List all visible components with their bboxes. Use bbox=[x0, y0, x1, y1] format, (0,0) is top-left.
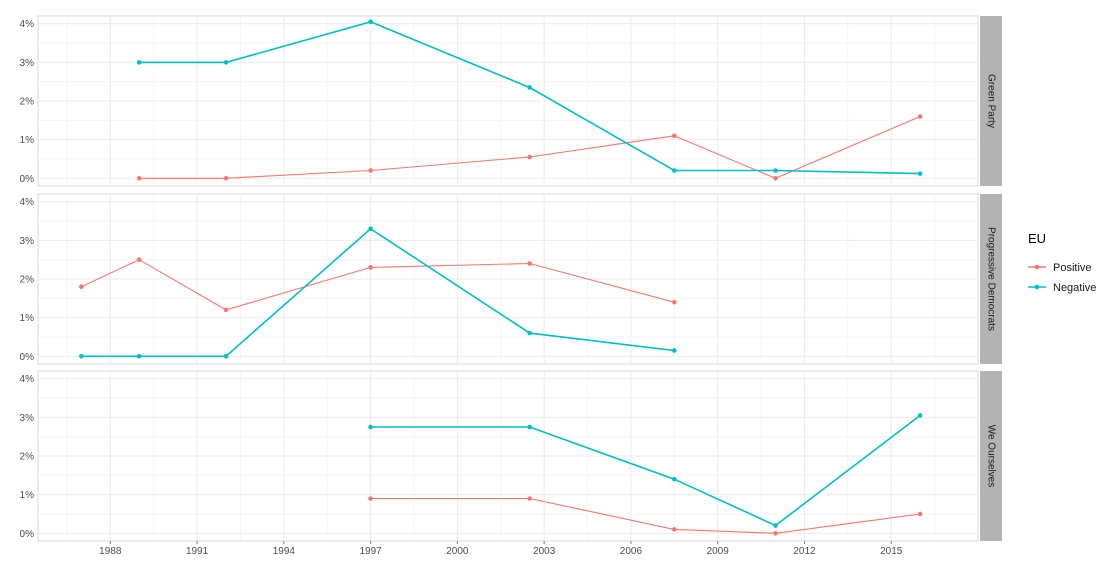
y-tick-label: 3% bbox=[20, 236, 35, 247]
y-tick-label: 2% bbox=[20, 452, 35, 463]
y-tick-label: 4% bbox=[20, 197, 35, 208]
data-point-positive bbox=[773, 175, 778, 181]
data-point-negative bbox=[79, 353, 84, 359]
x-tick-label: 2015 bbox=[880, 546, 903, 557]
data-point-positive bbox=[368, 168, 373, 173]
facet-strip bbox=[980, 194, 1002, 364]
data-point-positive bbox=[223, 175, 229, 181]
data-point-negative bbox=[527, 85, 532, 90]
y-tick-label: 3% bbox=[20, 58, 35, 69]
y-tick-label: 1% bbox=[20, 490, 35, 501]
data-point-positive bbox=[672, 299, 677, 305]
x-tick-label: 1994 bbox=[273, 546, 296, 557]
series-line-negative bbox=[81, 227, 675, 358]
x-tick-label: 2012 bbox=[793, 546, 816, 557]
legend-label-positive: Positive bbox=[1053, 262, 1092, 274]
data-point-negative bbox=[136, 60, 142, 65]
data-point-negative bbox=[773, 523, 778, 528]
facet-panel-2: 0% 1% 2% 3% 4% Progressive Democrats bbox=[20, 193, 1002, 365]
data-point-positive bbox=[79, 284, 84, 290]
data-point-negative bbox=[773, 168, 778, 173]
data-point-negative bbox=[672, 168, 677, 173]
data-point-positive bbox=[917, 511, 923, 517]
data-point-negative bbox=[527, 330, 532, 336]
legend-label-negative: Negative bbox=[1053, 282, 1096, 294]
y-tick-label: 1% bbox=[20, 135, 35, 146]
data-point-negative bbox=[527, 424, 532, 430]
data-point-negative bbox=[223, 60, 229, 65]
data-point-positive bbox=[136, 257, 142, 262]
y-tick-label: 0% bbox=[20, 174, 35, 185]
data-point-positive bbox=[773, 530, 778, 536]
x-tick-label: 2009 bbox=[707, 546, 730, 557]
y-tick-label: 0% bbox=[20, 529, 35, 540]
y-tick-label: 4% bbox=[20, 19, 35, 30]
facet-strip bbox=[980, 371, 1002, 541]
data-point-positive bbox=[672, 133, 677, 139]
legend: EU Positive Negative bbox=[1028, 231, 1096, 294]
x-tick-label: 1988 bbox=[99, 546, 122, 557]
data-point-positive bbox=[368, 496, 373, 501]
facet-strip bbox=[980, 16, 1002, 186]
data-point-negative bbox=[368, 19, 373, 25]
x-tick-label: 1997 bbox=[359, 546, 382, 557]
legend-key-point-positive bbox=[1034, 264, 1040, 270]
series-line-positive bbox=[81, 259, 675, 311]
data-point-negative bbox=[917, 171, 923, 176]
data-point-positive bbox=[223, 307, 229, 313]
data-point-positive bbox=[527, 496, 532, 501]
data-point-positive bbox=[136, 175, 142, 181]
facet-panel-3: 0% 1% 2% 3% 4% We Ourselves bbox=[20, 370, 1002, 542]
data-point-negative bbox=[672, 476, 677, 482]
x-tick-label: 2006 bbox=[620, 546, 643, 557]
data-point-positive bbox=[672, 527, 677, 532]
y-tick-label: 4% bbox=[20, 374, 35, 385]
facet-strip-label: Green Party bbox=[985, 74, 996, 128]
data-point-negative bbox=[672, 348, 677, 353]
facet-strip-label: Progressive Democrats bbox=[985, 227, 996, 331]
legend-key-point-negative bbox=[1034, 284, 1040, 290]
legend-title: EU bbox=[1028, 231, 1046, 246]
x-tick-label: 2000 bbox=[446, 546, 469, 557]
data-point-positive bbox=[527, 154, 532, 160]
x-tick-label: 2003 bbox=[533, 546, 556, 557]
data-point-negative bbox=[368, 424, 373, 430]
data-point-positive bbox=[368, 265, 373, 270]
y-tick-label: 2% bbox=[20, 275, 35, 286]
data-point-negative bbox=[223, 353, 229, 359]
x-tick-label: 1991 bbox=[186, 546, 209, 557]
data-point-positive bbox=[527, 261, 532, 266]
data-point-positive bbox=[917, 114, 923, 119]
facet-strip-label: We Ourselves bbox=[985, 425, 996, 488]
y-tick-label: 2% bbox=[20, 97, 35, 108]
y-tick-label: 1% bbox=[20, 313, 35, 324]
y-tick-label: 0% bbox=[20, 352, 35, 363]
y-tick-label: 3% bbox=[20, 413, 35, 424]
facet-panel-1: 0% 1% 2% 3% 4% Green Party bbox=[20, 15, 1002, 187]
data-point-negative bbox=[917, 413, 923, 418]
data-point-negative bbox=[136, 353, 142, 359]
data-point-negative bbox=[368, 226, 373, 232]
